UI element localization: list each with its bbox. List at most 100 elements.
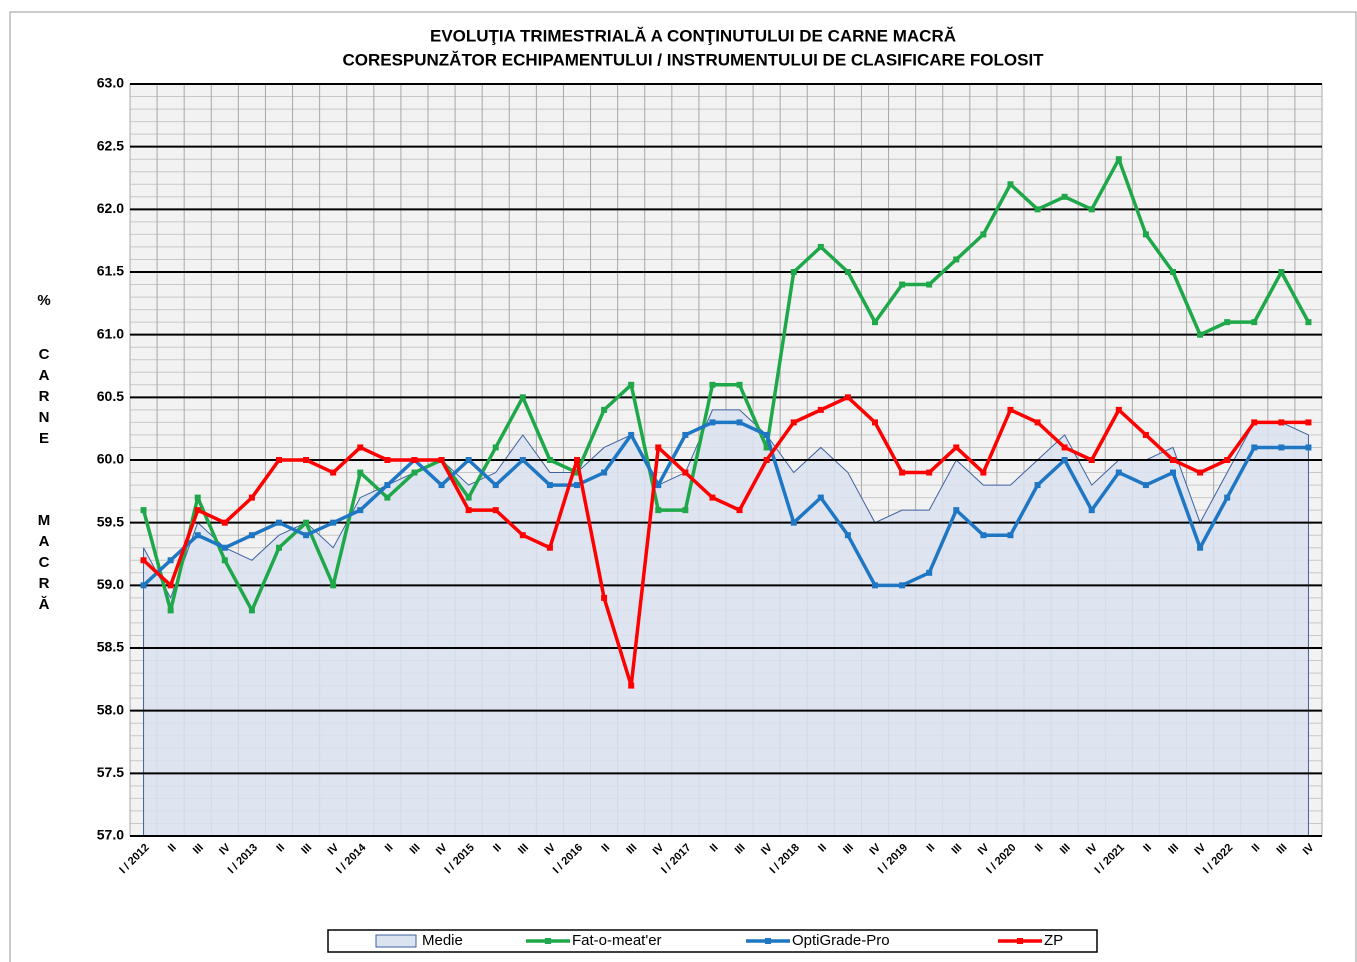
legend-label: ZP (1044, 932, 1063, 949)
marker (574, 482, 580, 489)
x-tick-label: III (408, 842, 423, 857)
marker (1142, 431, 1149, 438)
marker (872, 319, 878, 326)
x-tick-label: IV (976, 841, 992, 857)
y-tick-label: 58.0 (97, 701, 124, 717)
marker (926, 469, 933, 476)
x-tick-label: II (274, 842, 287, 855)
x-tick-label: IV (759, 841, 775, 857)
y-label: CARNE (38, 346, 50, 447)
marker (1034, 206, 1041, 213)
marker (628, 682, 635, 689)
line (142, 420, 1309, 588)
x-tick-label: III (299, 842, 314, 857)
chart-subtitle: CORESPUNZĂTOR ECHIPAMENTULUI / INSTRUMEN… (342, 50, 1044, 69)
y-tick-label: 59.5 (97, 513, 124, 529)
marker (330, 582, 337, 589)
marker (655, 507, 662, 514)
marker (519, 457, 526, 463)
marker (1142, 482, 1149, 489)
marker (817, 243, 824, 250)
marker (1115, 469, 1122, 476)
marker (980, 469, 987, 476)
marker (519, 394, 526, 401)
marker (601, 469, 608, 476)
marker (167, 582, 174, 589)
marker (682, 431, 689, 438)
marker (465, 494, 472, 501)
marker (790, 419, 797, 426)
marker (872, 419, 878, 426)
x-tick-label: I / 2015 (442, 842, 476, 876)
marker (1224, 319, 1231, 326)
x-tick-label: I / 2022 (1201, 842, 1235, 876)
x-tick-label: IV (217, 841, 233, 857)
marker (628, 431, 635, 438)
marker (357, 469, 364, 476)
x-tick-label: II (925, 842, 938, 855)
x-tick-label: III (1275, 842, 1290, 857)
marker (276, 544, 282, 551)
marker (763, 431, 770, 438)
marker (574, 457, 580, 463)
marker (276, 457, 282, 463)
marker (844, 269, 851, 275)
chart-title: EVOLUŢIA TRIMESTRIALĂ A CONŢINUTULUI DE … (430, 26, 956, 45)
x-tick-label: I / 2016 (551, 842, 585, 876)
marker (221, 519, 228, 526)
marker (682, 507, 689, 514)
marker (1278, 419, 1285, 426)
marker (492, 444, 499, 451)
x-tick-label: III (624, 842, 639, 857)
marker (1061, 193, 1068, 200)
marker (438, 482, 445, 489)
x-tick-label: II (599, 842, 612, 855)
marker (1278, 444, 1285, 451)
x-tick-label: I / 2019 (876, 842, 910, 876)
frame (9, 11, 1357, 962)
x-tick-label: IV (434, 841, 450, 857)
line (142, 395, 1309, 688)
x-tick-label: IV (867, 841, 883, 857)
marker (844, 394, 851, 401)
x-tick-label: IV (542, 841, 558, 857)
marker (411, 469, 418, 476)
x-tick-label: II (708, 842, 721, 855)
marker (465, 457, 472, 463)
marker (953, 507, 960, 514)
y-label: % (37, 292, 51, 309)
legend-label: Medie (422, 932, 463, 949)
marker (384, 457, 391, 463)
marker (248, 532, 255, 539)
marker (167, 557, 174, 564)
marker (1088, 206, 1095, 213)
x-tick-label: III (841, 842, 856, 857)
marker (1251, 419, 1258, 426)
marker (330, 469, 337, 476)
marker (763, 444, 770, 451)
marker (303, 532, 310, 539)
marker (709, 419, 716, 426)
y-tick-label: 62.0 (97, 200, 124, 216)
marker (248, 607, 255, 614)
x-tick-label: II (816, 842, 829, 855)
x-tick-label: III (1166, 842, 1181, 857)
area (143, 409, 1309, 837)
y-tick-label: 59.0 (97, 576, 124, 592)
x-tick-label: IV (651, 841, 667, 857)
marker (709, 381, 716, 388)
marker (1305, 319, 1312, 326)
y-tick-label: 61.5 (97, 263, 124, 279)
marker (1170, 457, 1176, 463)
x-tick-label: IV (1084, 841, 1100, 857)
marker (303, 457, 310, 463)
marker (194, 507, 201, 514)
marker (1197, 331, 1204, 338)
marker (519, 532, 526, 539)
x-tick-label: II (1250, 842, 1263, 855)
y-tick-label: 61.0 (97, 325, 124, 341)
marker (736, 381, 743, 388)
marker (221, 557, 228, 564)
x-tick-label: II (166, 842, 179, 855)
marker (1251, 444, 1258, 451)
